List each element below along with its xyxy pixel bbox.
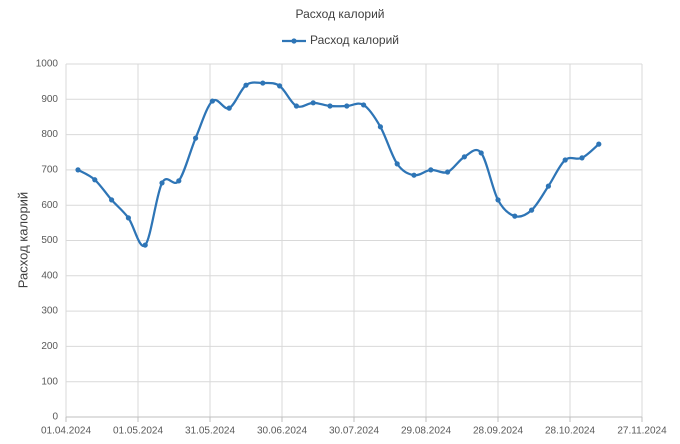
marker — [310, 100, 316, 106]
marker — [142, 242, 148, 248]
marker — [176, 178, 182, 184]
x-tick-label: 30.07.2024 — [329, 426, 379, 437]
marker — [277, 83, 283, 89]
y-tick-label: 600 — [41, 200, 58, 211]
marker — [579, 155, 585, 161]
y-tick-label: 800 — [41, 129, 58, 140]
legend-marker — [291, 38, 297, 44]
marker — [243, 82, 249, 88]
marker — [512, 213, 518, 219]
marker — [428, 167, 434, 173]
marker — [125, 215, 131, 221]
marker — [529, 207, 535, 213]
marker — [411, 172, 417, 178]
x-tick-label: 01.05.2024 — [113, 426, 163, 437]
marker — [361, 102, 367, 108]
x-tick-label: 30.06.2024 — [257, 426, 307, 437]
marker — [495, 197, 501, 203]
x-tick-label: 29.08.2024 — [401, 426, 451, 437]
marker — [327, 103, 333, 109]
marker — [562, 157, 568, 163]
marker — [377, 124, 383, 130]
y-tick-label: 300 — [41, 306, 58, 317]
x-tick-label: 28.09.2024 — [473, 426, 523, 437]
x-tick-label: 28.10.2024 — [545, 426, 595, 437]
y-tick-label: 0 — [52, 412, 58, 423]
y-tick-label: 700 — [41, 165, 58, 176]
y-tick-label: 100 — [41, 376, 58, 387]
marker — [92, 177, 98, 183]
marker — [344, 103, 350, 109]
marker — [394, 161, 400, 167]
marker — [461, 154, 467, 160]
marker — [445, 169, 451, 175]
marker — [193, 135, 199, 141]
marker — [260, 80, 266, 86]
marker — [159, 180, 165, 186]
marker — [545, 183, 552, 189]
marker — [226, 105, 232, 111]
marker — [75, 167, 81, 173]
y-tick-label: 400 — [41, 270, 58, 281]
x-tick-label: 31.05.2024 — [185, 426, 235, 437]
x-tick-label: 01.04.2024 — [41, 426, 91, 437]
marker — [109, 197, 115, 203]
marker — [293, 103, 299, 109]
chart-title: Расход калорий — [296, 7, 385, 21]
marker — [478, 150, 484, 156]
y-tick-label: 1000 — [36, 59, 59, 70]
marker — [596, 141, 602, 147]
marker — [209, 98, 215, 104]
y-tick-label: 900 — [41, 94, 58, 105]
y-tick-label: 200 — [41, 341, 58, 352]
x-tick-label: 27.11.2024 — [617, 426, 667, 437]
y-axis-title: Расход калорий — [15, 192, 30, 288]
legend-label: Расход калорий — [310, 33, 399, 47]
y-tick-label: 500 — [41, 235, 58, 246]
